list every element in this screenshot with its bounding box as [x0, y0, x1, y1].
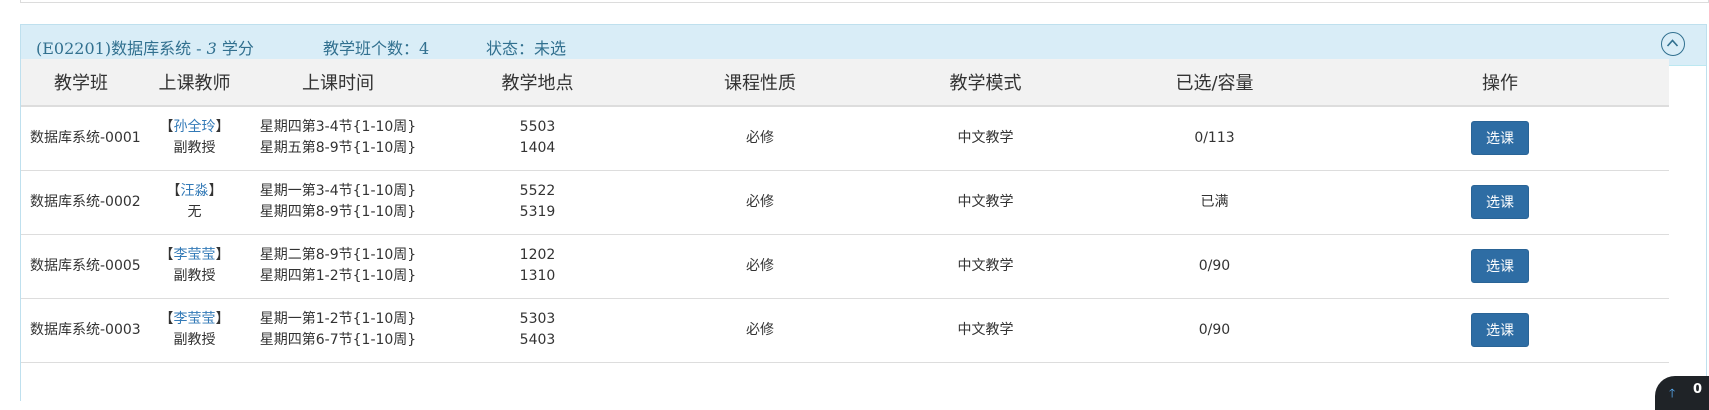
- header-nature: 课程性质: [647, 59, 873, 107]
- capacity-cell: 0/113: [1194, 129, 1235, 146]
- course-title: (E02201)数据库系统 - 3 学分: [36, 39, 254, 58]
- location-cell: 1202 1310: [519, 247, 556, 284]
- time-cell: 星期四第3-4节{1-10周} 星期五第8-9节{1-10周}: [259, 119, 417, 157]
- table-row: 数据库系统-0001 【孙全玲】 副教授 星期四第3-4节{1-10周} 星期五第8…: [21, 106, 1669, 170]
- select-course-button[interactable]: 选课: [1471, 185, 1529, 219]
- teacher-title: 副教授: [173, 268, 216, 284]
- teacher-link[interactable]: 孙全玲: [173, 119, 216, 136]
- arrow-up-icon: 🡑: [1669, 386, 1676, 400]
- mode-cell: 中文教学: [957, 129, 1014, 146]
- mode-cell: 中文教学: [957, 321, 1014, 338]
- header-mode: 教学模式: [873, 59, 1098, 107]
- action-cell: 选课: [1331, 106, 1669, 170]
- teacher-link[interactable]: 李莹莹: [173, 311, 216, 327]
- location-cell: 5522 5319: [519, 183, 556, 220]
- nature-cell: 必修: [746, 129, 774, 146]
- time-cell: 星期二第8-9节{1-10周} 星期四第1-2节{1-10周}: [259, 247, 417, 284]
- nature-cell: 必修: [746, 321, 774, 338]
- capacity-cell: 已满: [1200, 193, 1229, 210]
- table-header-row: 教学班 上课教师 上课时间 教学地点 课程性质 教学模式 已选/容量 操作: [21, 59, 1669, 107]
- select-course-button[interactable]: 选课: [1471, 313, 1529, 347]
- table-row: 数据库系统-0002 【汪淼】无 星期一第3-4节{1-10周} 星期四第8-9节…: [21, 170, 1669, 234]
- teacher-cell: 【汪淼】无: [166, 183, 223, 220]
- capacity-cell: 0/90: [1198, 321, 1231, 338]
- header-time: 上课时间: [248, 59, 428, 107]
- header-location: 教学地点: [428, 59, 647, 107]
- course-panel-header[interactable]: (E02201)数据库系统 - 3 学分 教学班个数：4 状态：未选: [21, 25, 1706, 66]
- class-id: 数据库系统-0003: [30, 321, 141, 338]
- time-cell: 星期一第3-4节{1-10周} 星期四第8-9节{1-10周}: [259, 183, 417, 220]
- course-credit: 3: [206, 39, 217, 58]
- header-action: 操作: [1331, 59, 1669, 107]
- class-id: 数据库系统-0005: [30, 257, 141, 274]
- teacher-link[interactable]: 汪淼: [180, 183, 209, 199]
- teacher-cell: 【李莹莹】 副教授: [159, 311, 230, 348]
- select-course-button[interactable]: 选课: [1471, 121, 1529, 156]
- teacher-link[interactable]: 李莹莹: [173, 247, 216, 263]
- mode-cell: 中文教学: [957, 257, 1014, 274]
- previous-course-panel: [20, 0, 1709, 3]
- nature-cell: 必修: [746, 193, 774, 210]
- teacher-title: 无: [187, 204, 202, 220]
- table-row: 数据库系统-0005 【李莹莹】 副教授 星期二第8-9节{1-10周} 星期四第1…: [21, 234, 1669, 298]
- nature-cell: 必修: [746, 257, 774, 274]
- time-cell: 星期一第1-2节{1-10周} 星期四第6-7节{1-10周}: [259, 311, 417, 348]
- class-count: 教学班个数：4: [323, 39, 430, 58]
- header-class: 教学班: [21, 59, 141, 107]
- teacher-cell: 【李莹莹】 副教授: [159, 247, 230, 284]
- class-id: 数据库系统-0001: [30, 129, 141, 146]
- corner-count: 0: [1693, 382, 1703, 397]
- location-cell: 5503 1404: [519, 119, 556, 157]
- capacity-cell: 0/90: [1198, 257, 1231, 274]
- class-table: 教学班 上课教师 上课时间 教学地点 课程性质 教学模式 已选/容量 操作 数据…: [21, 59, 1669, 363]
- chevron-up-icon[interactable]: [1661, 32, 1685, 56]
- action-cell: 选课: [1331, 298, 1669, 362]
- action-cell: 选课: [1331, 170, 1669, 234]
- action-cell: 选课: [1331, 234, 1669, 298]
- selection-status: 状态：未选: [486, 39, 567, 58]
- teacher-cell: 【孙全玲】 副教授: [159, 119, 230, 157]
- floating-corner-widget[interactable]: 🡑 0: [1655, 376, 1709, 410]
- mode-cell: 中文教学: [957, 193, 1014, 210]
- table-row: 数据库系统-0003 【李莹莹】 副教授 星期一第1-2节{1-10周} 星期四第6…: [21, 298, 1669, 362]
- teacher-title: 副教授: [173, 332, 216, 348]
- select-course-button[interactable]: 选课: [1471, 249, 1529, 283]
- header-teacher: 上课教师: [141, 59, 248, 107]
- header-capacity: 已选/容量: [1098, 59, 1331, 107]
- location-cell: 5303 5403: [519, 311, 556, 348]
- class-table-wrapper: 教学班 上课教师 上课时间 教学地点 课程性质 教学模式 已选/容量 操作 数据…: [21, 59, 1669, 363]
- class-id: 数据库系统-0002: [30, 193, 141, 210]
- teacher-title: 副教授: [173, 140, 216, 157]
